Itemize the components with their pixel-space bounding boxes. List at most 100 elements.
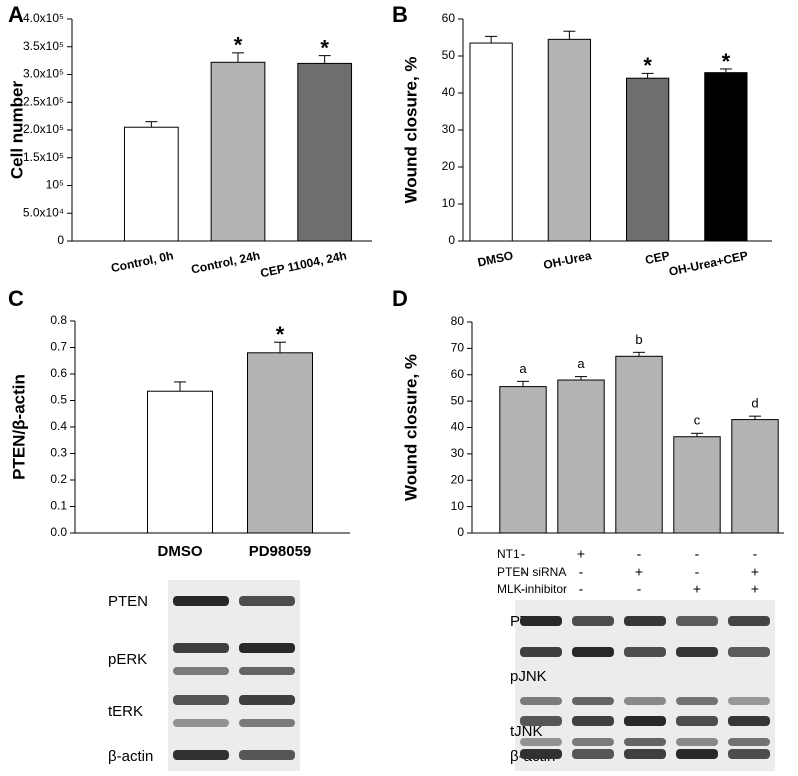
blot-band [728, 738, 770, 746]
blot-band [520, 716, 562, 726]
bar-label: * [276, 322, 285, 347]
condition-name: NT1 [497, 547, 520, 561]
bar [499, 386, 547, 534]
blot-band [173, 643, 229, 653]
y-tick-label: 5.0x10⁴ [23, 205, 64, 219]
y-tick-label: 20 [442, 159, 456, 173]
y-axis-label: Wound closure, % [401, 56, 420, 203]
bar [469, 42, 513, 242]
blot-label: tERK [108, 703, 143, 720]
x-tick-label: OH-Urea+CEP [668, 248, 750, 278]
bar [704, 72, 748, 242]
y-tick-label: 2.0x10⁵ [23, 122, 64, 136]
y-tick-label: 0.4 [50, 419, 67, 433]
x-tick-label: PD98059 [249, 543, 312, 560]
condition-mark: - [521, 581, 526, 597]
bar-label: * [722, 49, 731, 74]
blot-band [572, 647, 614, 657]
blot-band [624, 647, 666, 657]
panel-label: A [8, 2, 24, 27]
x-tick-label: OH-Urea [542, 248, 593, 272]
y-tick-label: 60 [442, 11, 456, 25]
blot-label: PTEN [108, 593, 148, 610]
y-tick-label: 80 [451, 314, 465, 328]
x-tick-label: Control, 24h [190, 248, 261, 276]
y-tick-label: 60 [451, 367, 465, 381]
blot-band [624, 738, 666, 746]
blot-band [173, 719, 229, 727]
condition-mark: + [751, 581, 759, 597]
blot-band [676, 697, 718, 705]
condition-mark: - [753, 546, 758, 562]
blot-background [168, 580, 300, 771]
condition-mark: - [521, 564, 526, 580]
panel-label: C [8, 286, 24, 311]
y-tick-label: 0 [457, 525, 464, 539]
panel-label: B [392, 2, 408, 27]
y-tick-label: 4.0x10⁵ [23, 11, 64, 25]
y-tick-label: 0 [57, 233, 64, 247]
y-tick-label: 40 [442, 85, 456, 99]
x-tick-label: DMSO [158, 543, 203, 560]
blot-label: pERK [108, 651, 147, 668]
blot-band [728, 697, 770, 705]
blot-band [624, 697, 666, 705]
bar [547, 38, 592, 242]
blot-band [572, 616, 614, 626]
y-axis-label: Wound closure, % [401, 354, 420, 501]
y-axis-label: PTEN/β-actin [9, 374, 28, 480]
blot-label: pJNK [510, 668, 547, 685]
blot-band [173, 596, 229, 606]
y-tick-label: 0.8 [50, 313, 67, 327]
x-tick-label: CEP 11004, 24h [259, 248, 348, 280]
y-tick-label: 50 [442, 48, 456, 62]
condition-mark: - [637, 581, 642, 597]
condition-name: MLK inhibitor [497, 582, 567, 596]
blot-band [173, 695, 229, 705]
condition-mark: - [695, 546, 700, 562]
blot-band [624, 616, 666, 626]
blot-band [173, 667, 229, 675]
y-tick-label: 50 [451, 393, 465, 407]
blot-band [572, 738, 614, 746]
bar [557, 379, 605, 534]
blot-band [520, 749, 562, 759]
condition-mark: + [751, 564, 759, 580]
blot-band [239, 643, 295, 653]
blot-band [728, 647, 770, 657]
y-tick-label: 30 [451, 446, 465, 460]
y-tick-label: 70 [451, 341, 465, 355]
blot-band [520, 647, 562, 657]
blot-band [239, 695, 295, 705]
y-tick-label: 0.1 [50, 499, 67, 513]
condition-mark: + [693, 581, 701, 597]
y-tick-label: 0 [448, 233, 455, 247]
y-tick-label: 3.0x10⁵ [23, 67, 64, 81]
blot-band [676, 749, 718, 759]
y-tick-label: 20 [451, 472, 465, 486]
bar [147, 390, 213, 534]
condition-mark: - [521, 546, 526, 562]
blot-label: β-actin [108, 748, 153, 765]
blot-band [572, 697, 614, 705]
condition-mark: - [579, 564, 584, 580]
bar [673, 436, 721, 534]
y-tick-label: 10⁵ [46, 178, 64, 192]
bar [210, 61, 266, 242]
x-tick-label: Control, 0h [110, 248, 175, 275]
condition-mark: - [579, 581, 584, 597]
blot-band [572, 716, 614, 726]
blot-band [728, 616, 770, 626]
y-tick-label: 10 [442, 196, 456, 210]
y-tick-label: 0.3 [50, 446, 67, 460]
blot-band [676, 616, 718, 626]
condition-mark: - [637, 546, 642, 562]
bar-label: a [577, 356, 585, 371]
y-tick-label: 0.0 [50, 525, 67, 539]
bar [615, 355, 663, 534]
blot-band [239, 667, 295, 675]
blot-band [624, 749, 666, 759]
blot-band [520, 697, 562, 705]
bar [731, 419, 779, 534]
